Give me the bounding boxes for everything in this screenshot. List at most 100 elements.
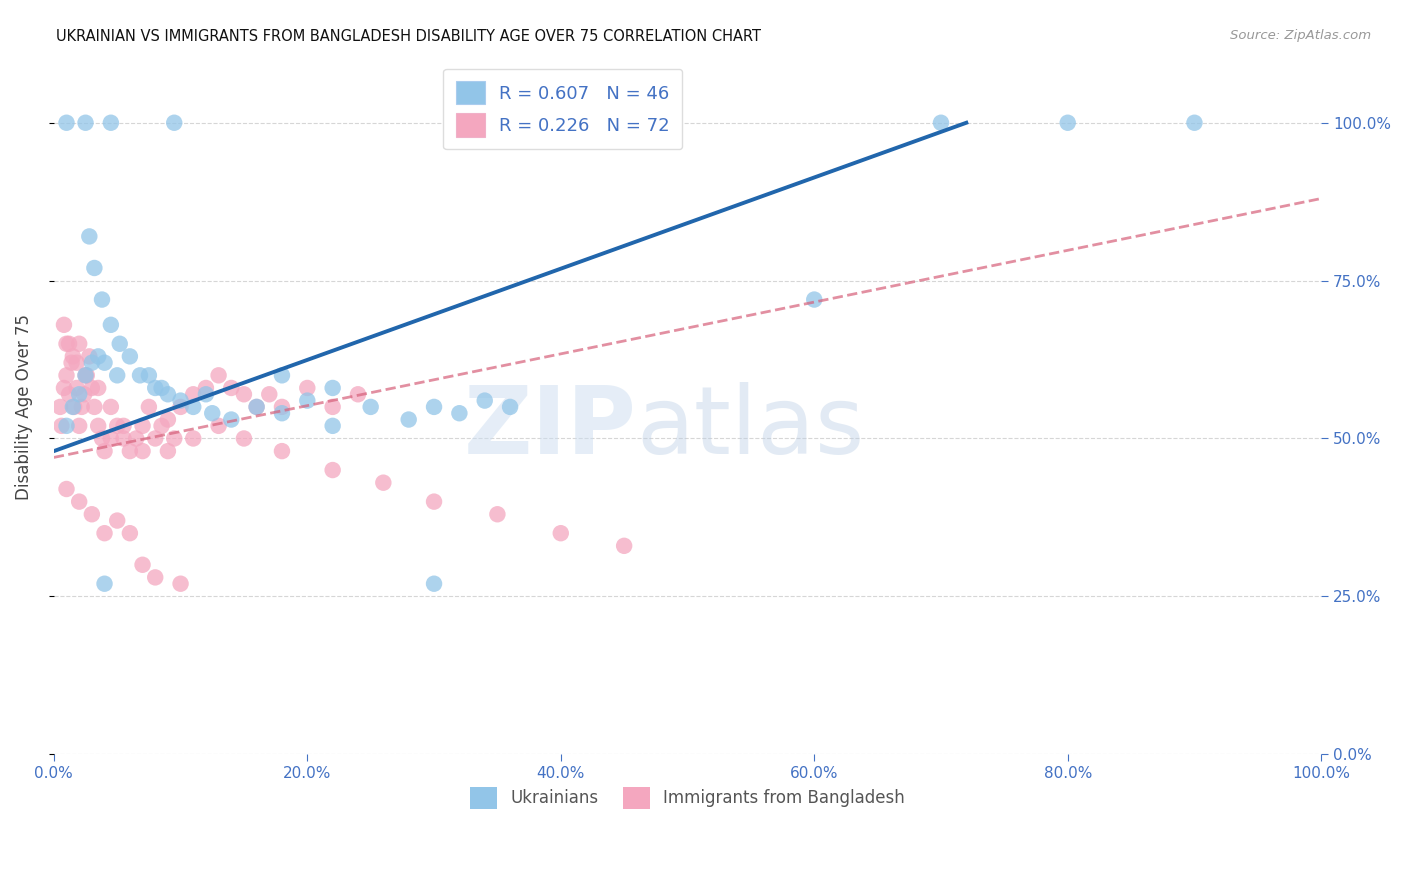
- Point: [169, 400, 191, 414]
- Point: [1184, 116, 1206, 130]
- Point: [131, 418, 153, 433]
- Point: [181, 387, 204, 401]
- Point: [79, 350, 101, 364]
- Point: [55, 418, 77, 433]
- Point: [100, 400, 122, 414]
- Point: [62, 350, 84, 364]
- Point: [87, 350, 110, 364]
- Point: [80, 356, 103, 370]
- Text: atlas: atlas: [637, 382, 865, 474]
- Point: [246, 400, 269, 414]
- Point: [76, 368, 98, 383]
- Point: [75, 368, 97, 383]
- Point: [156, 387, 179, 401]
- Point: [131, 444, 153, 458]
- Point: [105, 418, 128, 433]
- Point: [322, 418, 344, 433]
- Point: [156, 412, 179, 426]
- Point: [322, 463, 344, 477]
- Point: [112, 432, 135, 446]
- Point: [138, 368, 160, 383]
- Point: [449, 406, 471, 420]
- Point: [52, 318, 75, 332]
- Text: UKRAINIAN VS IMMIGRANTS FROM BANGLADESH DISABILITY AGE OVER 75 CORRELATION CHART: UKRAINIAN VS IMMIGRANTS FROM BANGLADESH …: [56, 29, 761, 45]
- Point: [150, 418, 173, 433]
- Point: [169, 393, 191, 408]
- Point: [62, 400, 84, 414]
- Point: [156, 444, 179, 458]
- Point: [163, 116, 186, 130]
- Point: [49, 400, 72, 414]
- Point: [138, 400, 160, 414]
- Point: [63, 400, 86, 414]
- Point: [201, 406, 224, 420]
- Point: [499, 400, 522, 414]
- Point: [246, 400, 269, 414]
- Point: [322, 381, 344, 395]
- Point: [219, 381, 242, 395]
- Point: [929, 116, 952, 130]
- Point: [100, 432, 122, 446]
- Point: [55, 116, 77, 130]
- Point: [80, 508, 103, 522]
- Point: [105, 514, 128, 528]
- Point: [347, 387, 370, 401]
- Point: [486, 508, 509, 522]
- Point: [207, 418, 229, 433]
- Point: [91, 293, 114, 307]
- Point: [271, 368, 294, 383]
- Point: [271, 444, 294, 458]
- Point: [169, 576, 191, 591]
- Point: [67, 336, 90, 351]
- Point: [83, 400, 105, 414]
- Point: [70, 400, 93, 414]
- Point: [55, 336, 77, 351]
- Point: [105, 368, 128, 383]
- Point: [373, 475, 395, 490]
- Point: [423, 494, 446, 508]
- Point: [474, 393, 496, 408]
- Point: [100, 318, 122, 332]
- Point: [118, 350, 141, 364]
- Point: [83, 260, 105, 275]
- Text: Source: ZipAtlas.com: Source: ZipAtlas.com: [1230, 29, 1371, 43]
- Point: [219, 412, 242, 426]
- Point: [613, 539, 636, 553]
- Point: [100, 116, 122, 130]
- Point: [143, 432, 166, 446]
- Point: [360, 400, 382, 414]
- Point: [66, 356, 89, 370]
- Point: [79, 229, 101, 244]
- Point: [112, 418, 135, 433]
- Point: [60, 356, 83, 370]
- Y-axis label: Disability Age Over 75: Disability Age Over 75: [15, 314, 32, 500]
- Point: [118, 526, 141, 541]
- Point: [52, 381, 75, 395]
- Point: [143, 381, 166, 395]
- Point: [803, 293, 825, 307]
- Point: [259, 387, 281, 401]
- Point: [207, 368, 229, 383]
- Point: [297, 381, 319, 395]
- Point: [194, 387, 217, 401]
- Point: [93, 444, 115, 458]
- Point: [80, 381, 103, 395]
- Point: [58, 336, 80, 351]
- Point: [91, 432, 114, 446]
- Point: [181, 432, 204, 446]
- Point: [232, 387, 254, 401]
- Point: [1056, 116, 1078, 130]
- Point: [58, 387, 80, 401]
- Point: [93, 526, 115, 541]
- Point: [67, 387, 90, 401]
- Point: [125, 432, 148, 446]
- Point: [67, 418, 90, 433]
- Point: [194, 381, 217, 395]
- Point: [75, 116, 97, 130]
- Point: [55, 368, 77, 383]
- Point: [322, 400, 344, 414]
- Point: [143, 570, 166, 584]
- Point: [129, 368, 152, 383]
- Point: [87, 381, 110, 395]
- Point: [271, 400, 294, 414]
